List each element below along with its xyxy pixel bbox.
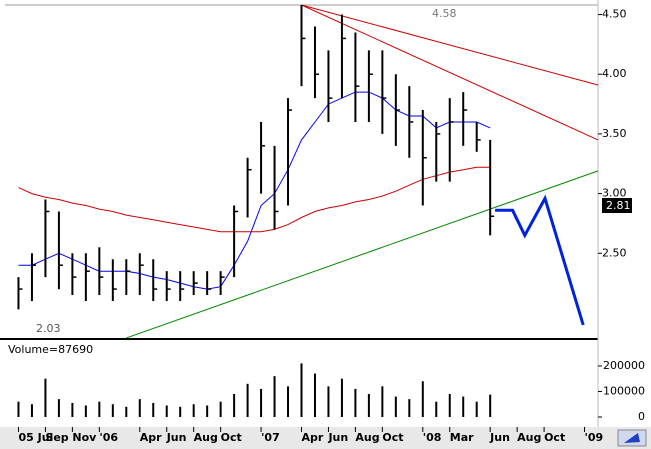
x-tick-label: Aug <box>517 431 541 444</box>
x-tick-label: '06 <box>99 431 118 444</box>
moving-average-long <box>18 166 491 233</box>
projection-line <box>495 194 585 326</box>
low-annotation: 2.03 <box>36 322 61 335</box>
volume-tick-label: 100000 <box>603 384 645 397</box>
x-tick-label: 05 Jul <box>18 431 53 444</box>
x-tick-label: Jun <box>327 431 348 444</box>
x-tick-label: Aug <box>194 431 218 444</box>
trendline <box>301 4 599 86</box>
x-tick-label: Oct <box>544 431 565 444</box>
tool-icon-glyph <box>624 433 640 443</box>
trendline <box>301 4 599 141</box>
x-tick-label: Mar <box>450 431 474 444</box>
volume-title: Volume=87690 <box>8 343 93 356</box>
date-bar <box>0 427 651 449</box>
x-tick-label: Jun <box>166 431 187 444</box>
y-tick-label: 4.00 <box>602 67 627 80</box>
high-annotation: 4.58 <box>432 7 457 20</box>
x-tick-label: Oct <box>221 431 242 444</box>
moving-average-short <box>18 91 491 290</box>
x-tick-label: Apr <box>302 431 324 444</box>
x-tick-label: '09 <box>585 431 604 444</box>
volume-tick-label: 200000 <box>603 359 645 372</box>
x-tick-label: '07 <box>261 431 280 444</box>
y-tick-label: 2.50 <box>602 246 627 259</box>
y-tick-label: 3.50 <box>602 127 627 140</box>
x-tick-label: Sep <box>45 431 68 444</box>
last-price-box <box>602 198 632 213</box>
last-price-label: 2.81 <box>606 199 631 212</box>
x-tick-label: '08 <box>423 431 442 444</box>
x-tick-label: Jun <box>489 431 510 444</box>
x-tick-label: Apr <box>140 431 162 444</box>
x-tick-label: Aug <box>355 431 379 444</box>
x-tick-label: Oct <box>382 431 403 444</box>
y-tick-label: 4.50 <box>602 8 627 21</box>
trendline <box>126 170 599 339</box>
volume-tick-label: 0 <box>638 410 645 423</box>
y-tick-label: 3.00 <box>602 187 627 200</box>
x-tick-label: Nov <box>72 431 97 444</box>
